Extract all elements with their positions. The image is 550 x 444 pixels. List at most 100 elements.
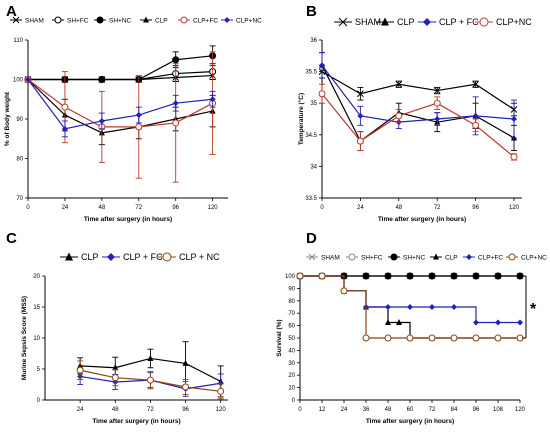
data-point xyxy=(318,272,326,280)
x-tick-label: 96 xyxy=(172,205,179,211)
legend-entry: SHAM xyxy=(334,17,381,27)
legend-entry: CLP+NC xyxy=(475,17,532,27)
y-tick-label: 70 xyxy=(288,311,295,317)
data-point xyxy=(517,319,523,326)
y-tick-label: 90 xyxy=(16,117,23,123)
y-tick-label: 36 xyxy=(310,38,317,44)
data-point xyxy=(172,100,179,107)
legend-marker xyxy=(508,253,516,261)
legend-marker xyxy=(143,16,149,23)
series-line xyxy=(321,65,515,143)
panel-label: C xyxy=(6,230,17,247)
data-point xyxy=(495,319,501,326)
y-tick-label: 20 xyxy=(288,373,295,379)
legend-marker xyxy=(180,16,188,24)
y-tick-label: 0 xyxy=(292,398,296,404)
legend-entry: CLP + NC xyxy=(158,252,220,262)
data-point xyxy=(357,112,364,119)
legend-marker xyxy=(381,17,389,26)
x-tick-label: 36 xyxy=(363,407,370,413)
x-axis-label: Time after surgery (in hours) xyxy=(366,418,454,425)
legend-label: CLP+NC xyxy=(521,254,547,261)
data-point xyxy=(147,354,154,361)
data-point xyxy=(395,80,403,88)
x-tick-label: 96 xyxy=(472,205,479,211)
data-point xyxy=(407,304,413,310)
data-point xyxy=(76,366,84,374)
legend-label: SHAM xyxy=(321,254,340,261)
data-point xyxy=(433,99,441,107)
legend-label: CLP xyxy=(397,17,415,27)
y-tick-label: 90 xyxy=(288,286,295,292)
data-point xyxy=(385,304,391,310)
x-axis-label: Time after surgery (in hours) xyxy=(92,418,180,425)
legend-marker xyxy=(65,252,73,261)
data-point xyxy=(111,374,119,382)
data-point xyxy=(357,90,364,98)
legend-label: SHAM xyxy=(25,17,44,24)
legend-entry: CLP xyxy=(376,17,415,27)
panel-b: B 33.5 34 34.5 35 35.5 36 0 24 48 72 96 120 Time afte… xyxy=(297,3,532,223)
data-point xyxy=(61,125,68,132)
legend-label: CLP + FC xyxy=(439,17,479,27)
x-tick-label: 120 xyxy=(216,407,227,413)
x-axis-label: Time after surgery (in hours) xyxy=(84,216,172,223)
y-tick-label: 5 xyxy=(37,367,41,373)
legend-entry: CLP + FC xyxy=(102,252,163,262)
x-tick-label: 72 xyxy=(429,407,436,413)
y-tick-label: 100 xyxy=(285,274,296,280)
data-point xyxy=(494,272,502,280)
data-point xyxy=(384,334,392,342)
data-point xyxy=(428,334,436,342)
data-point xyxy=(25,76,31,83)
legend-entry: SHAM xyxy=(10,16,44,24)
legend-marker xyxy=(466,254,472,260)
y-tick-label: 80 xyxy=(16,157,23,163)
y-axis-label: % of Body weight xyxy=(4,91,11,146)
legend-marker xyxy=(433,253,439,260)
series-line xyxy=(321,93,515,158)
legend-marker xyxy=(96,16,104,24)
data-point xyxy=(217,387,225,395)
legend-marker xyxy=(338,17,348,27)
y-tick-label: 33.5 xyxy=(305,196,317,202)
legend-entry: SH+NC xyxy=(388,253,426,261)
series-clp xyxy=(319,52,517,152)
data-point xyxy=(217,380,224,387)
legend-marker xyxy=(423,18,431,26)
data-point xyxy=(472,272,480,280)
y-axis-label: Survival (%) xyxy=(276,319,283,356)
data-point xyxy=(61,103,69,111)
data-point xyxy=(135,112,142,119)
series-clp xyxy=(77,341,224,398)
data-point xyxy=(450,334,458,342)
legend-entry: SH+FC xyxy=(346,253,383,261)
legend-marker xyxy=(308,253,316,261)
data-point xyxy=(112,364,119,371)
data-point xyxy=(396,319,402,325)
series-line xyxy=(27,79,213,134)
data-point xyxy=(384,272,392,280)
x-tick-label: 120 xyxy=(208,205,219,211)
x-tick-label: 96 xyxy=(182,407,189,413)
data-point xyxy=(434,116,441,122)
panel-label: A xyxy=(6,3,17,20)
data-point xyxy=(385,319,391,325)
y-tick-label: 15 xyxy=(33,305,40,311)
legend-entry: CLP+NC xyxy=(506,253,547,261)
data-point xyxy=(510,153,518,161)
legend-label: SH+FC xyxy=(67,17,89,24)
y-tick-label: 10 xyxy=(33,336,40,342)
series-line xyxy=(27,79,213,128)
x-tick-label: 12 xyxy=(319,407,326,413)
legend-entry: CLP xyxy=(430,253,458,261)
x-tick-label: 0 xyxy=(26,205,30,211)
x-tick-label: 48 xyxy=(395,205,402,211)
legend-label: SH+NC xyxy=(403,254,426,261)
legend-label: CLP+FC xyxy=(478,254,503,261)
data-point xyxy=(406,334,414,342)
data-point xyxy=(433,87,441,94)
data-point xyxy=(362,272,370,280)
legend-label: SH+FC xyxy=(361,254,383,261)
